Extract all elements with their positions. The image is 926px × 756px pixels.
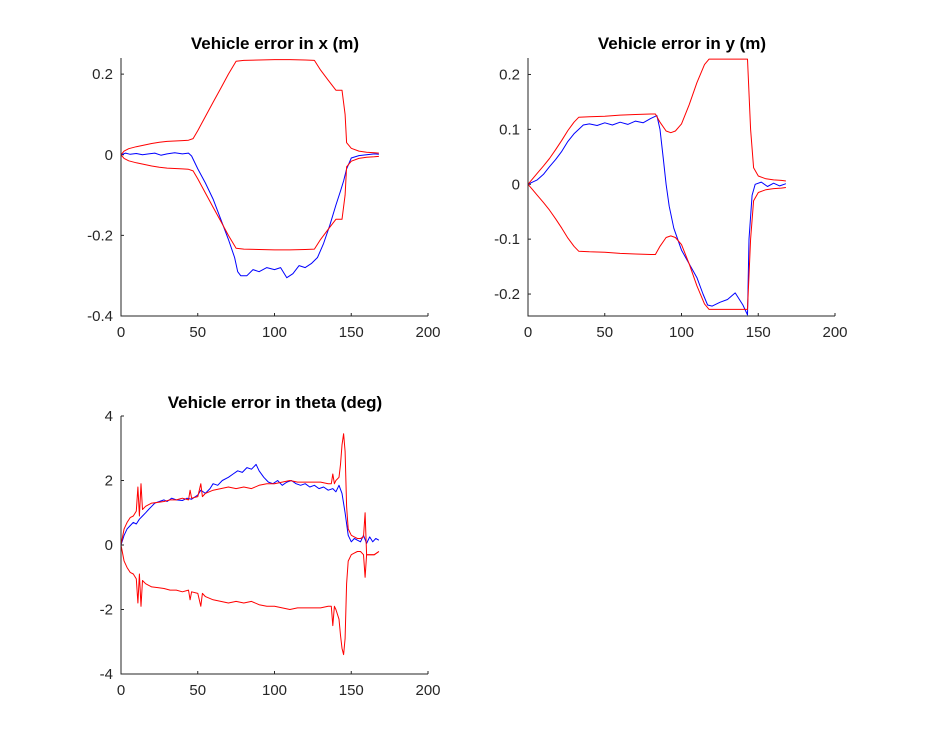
y-tick-label: -2 <box>100 602 113 619</box>
series-lines <box>527 58 787 316</box>
plot-title: Vehicle error in x (m) <box>191 34 359 53</box>
y-tick-label: -0.4 <box>87 308 113 325</box>
y-tick-label: 4 <box>105 408 113 425</box>
x-ticks: 0 50 100 150 200 <box>117 671 441 699</box>
y-tick-label: -0.2 <box>87 227 113 244</box>
upper-bound-line <box>527 58 786 185</box>
lower-bound-line <box>527 183 786 310</box>
x-tick-label: 200 <box>822 324 847 341</box>
plot-y-error: Vehicle error in y (m) 0 50 100 150 200 -0.2… <box>494 34 847 341</box>
y-ticks: -0.4 -0.2 0 0.2 <box>87 66 124 325</box>
plot-title: Vehicle error in theta (deg) <box>168 393 382 412</box>
error-line <box>120 463 380 546</box>
x-tick-label: 100 <box>262 324 287 341</box>
series-lines <box>120 59 379 279</box>
y-tick-label: 0 <box>105 537 113 554</box>
upper-bound-line <box>120 433 380 556</box>
x-tick-label: 50 <box>596 324 613 341</box>
y-ticks: -4 -2 0 2 4 <box>100 408 124 683</box>
y-tick-label: 0.1 <box>499 121 520 138</box>
series-lines <box>120 433 380 656</box>
x-ticks: 0 50 100 150 200 <box>524 313 848 341</box>
y-tick-label: -0.1 <box>494 231 520 248</box>
axes-box <box>527 58 835 317</box>
x-tick-label: 150 <box>339 682 364 699</box>
lower-bound-line <box>120 154 379 251</box>
upper-bound-line <box>120 59 379 156</box>
y-tick-label: -0.2 <box>494 286 520 303</box>
x-tick-label: 0 <box>524 324 532 341</box>
x-tick-label: 50 <box>189 324 206 341</box>
y-tick-label: 2 <box>105 473 113 490</box>
x-tick-label: 0 <box>117 682 125 699</box>
plot-title: Vehicle error in y (m) <box>598 34 766 53</box>
x-tick-label: 100 <box>262 682 287 699</box>
y-tick-label: -4 <box>100 666 113 683</box>
x-tick-label: 150 <box>746 324 771 341</box>
x-tick-label: 0 <box>117 324 125 341</box>
x-tick-label: 150 <box>339 324 364 341</box>
axes-box <box>120 416 428 675</box>
y-tick-label: 0.2 <box>92 66 113 83</box>
y-tick-label: 0.2 <box>499 66 520 83</box>
x-tick-label: 200 <box>415 324 440 341</box>
error-line <box>527 115 787 316</box>
plot-theta-error: Vehicle error in theta (deg) 0 50 100 150 20… <box>100 393 441 699</box>
x-tick-label: 50 <box>189 682 206 699</box>
x-ticks: 0 50 100 150 200 <box>117 313 441 341</box>
lower-bound-line <box>120 544 380 656</box>
error-line <box>120 152 379 279</box>
axes-box <box>120 58 428 317</box>
y-tick-label: 0 <box>512 176 520 193</box>
x-tick-label: 200 <box>415 682 440 699</box>
plot-x-error: Vehicle error in x (m) 0 50 100 150 200 -0.4… <box>87 34 440 341</box>
x-tick-label: 100 <box>669 324 694 341</box>
y-ticks: -0.2 -0.1 0 0.1 0.2 <box>494 66 531 303</box>
y-tick-label: 0 <box>105 147 113 164</box>
